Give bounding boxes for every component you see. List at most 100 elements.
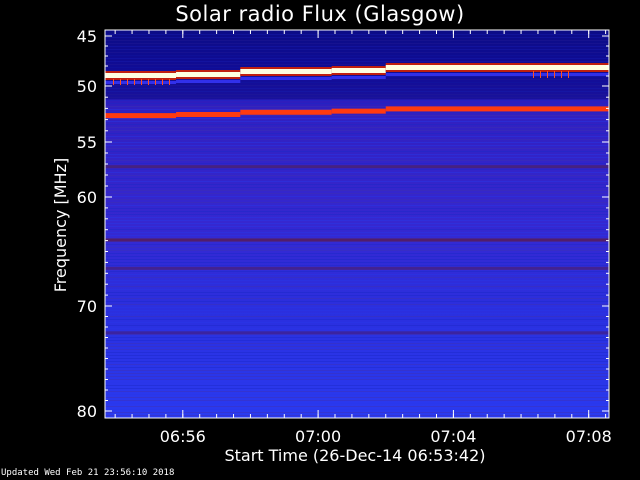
texture-line [105,121,609,122]
texture-line [105,148,609,149]
texture-line [105,328,609,329]
texture-line [105,232,609,233]
texture-line [105,226,609,227]
texture-line [105,391,609,392]
texture-line [105,367,609,368]
spike [162,79,163,85]
texture-line [105,361,609,362]
spike [540,71,541,78]
texture-line [105,304,609,305]
texture-line [105,118,609,119]
axes: 45 50 55 60 70 80 06:56 07:00 07:04 07:08 [77,27,612,446]
texture-line [105,412,609,413]
texture-line [105,115,609,116]
texture-line [105,406,609,407]
texture-line [105,307,609,308]
red-band [105,113,177,119]
texture-line [105,172,609,173]
texture-line [105,106,609,107]
red-band [240,109,332,115]
updated-timestamp: Updated Wed Feb 21 23:56:10 2018 [1,468,175,478]
texture-line [105,160,609,161]
texture-line [105,283,609,284]
texture-line [105,346,609,347]
texture-line [105,196,609,197]
texture-line [105,310,609,311]
texture-line [105,385,609,386]
texture-line [105,124,609,125]
spike [568,71,569,78]
bright-band [240,69,332,74]
blue-band [240,77,332,80]
texture-line [105,286,609,287]
x-tick-label: 07:00 [295,427,341,446]
spike [113,79,114,85]
texture-line [105,229,609,230]
x-tick-label: 07:08 [566,427,612,446]
texture-line [105,157,609,158]
texture-line [105,187,609,188]
texture-line [105,163,609,164]
texture-line [105,400,609,401]
texture-line [105,295,609,296]
texture-line [105,214,609,215]
plot-area [105,30,609,418]
texture-line [105,142,609,143]
spike [547,71,548,78]
texture-line [105,238,609,239]
texture-line [105,316,609,317]
red-band [176,112,241,117]
texture-line [105,373,609,374]
texture-line [105,256,609,257]
y-tick-label: 70 [77,297,97,316]
texture-line [105,259,609,260]
spike [148,79,149,85]
texture-line [105,313,609,314]
texture-line [105,154,609,155]
x-tick-label: 07:04 [430,427,476,446]
blue-band [331,76,386,79]
texture-line [105,262,609,263]
texture-line [105,349,609,350]
texture-line [105,379,609,380]
bright-band [331,68,386,73]
texture-line [105,169,609,170]
texture-line [105,151,609,152]
texture-line [105,403,609,404]
purple-band [105,238,609,242]
texture-line [105,136,609,137]
texture-line [105,271,609,272]
texture-line [105,178,609,179]
texture-line [105,247,609,248]
red-band [385,106,609,112]
y-tick-label: 55 [77,133,97,152]
bright-band [105,73,177,78]
texture-line [105,415,609,416]
texture-line [105,253,609,254]
texture-line [105,280,609,281]
texture-line [105,355,609,356]
bright-band [385,65,609,70]
texture-line [105,376,609,377]
spike [533,71,534,78]
texture-line [105,184,609,185]
blue-band [176,80,241,83]
texture-line [105,334,609,335]
texture-line [105,352,609,353]
y-tick-label: 60 [77,188,97,207]
texture-line [105,190,609,191]
texture-line [105,100,609,101]
texture-line [105,337,609,338]
spike [554,71,555,78]
texture-line [105,394,609,395]
texture-line [105,220,609,221]
chart-title: Solar radio Flux (Glasgow) [175,2,465,26]
texture-line [105,133,609,134]
purple-band [105,165,609,169]
y-axis-title: Frequency [MHz] [51,158,70,292]
y-tick-label: 45 [77,27,97,46]
texture-line [105,343,609,344]
texture-line [105,202,609,203]
texture-line [105,319,609,320]
x-tick-label: 06:56 [160,427,206,446]
